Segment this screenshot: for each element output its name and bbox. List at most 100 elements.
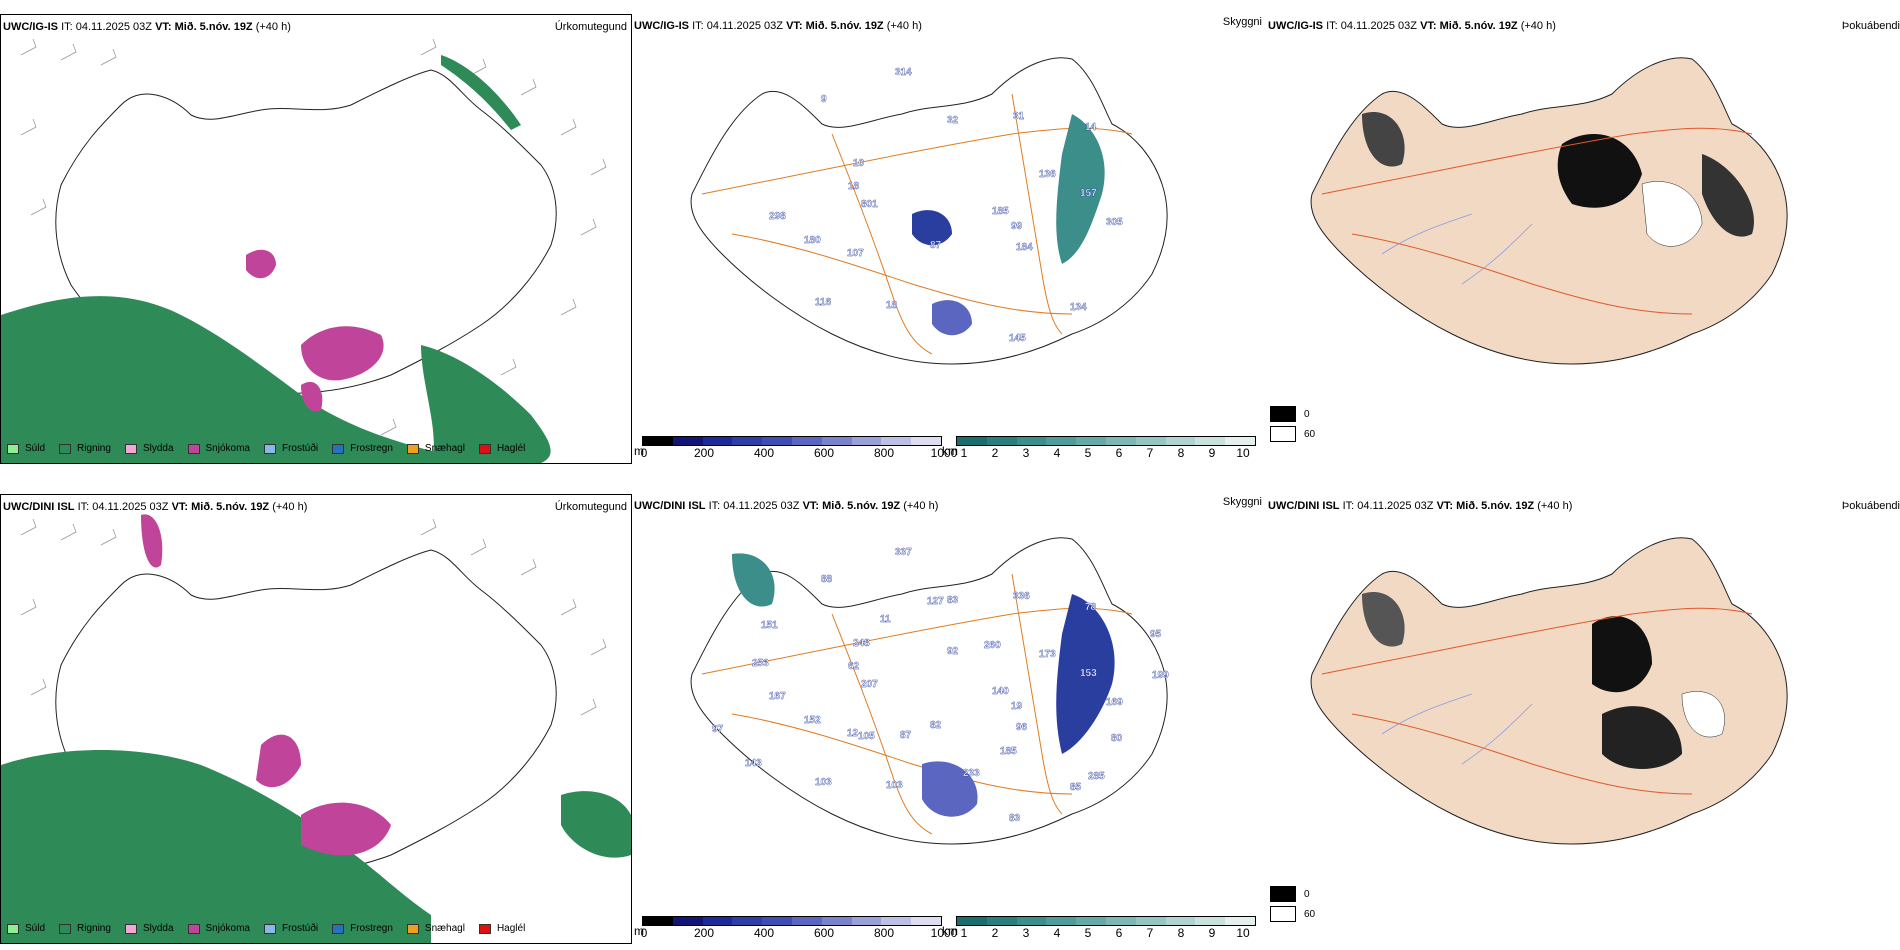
panel-title: Úrkomutegund xyxy=(554,501,627,513)
visibility-value-label: 185 xyxy=(992,206,1009,217)
visibility-value-label: 180 xyxy=(804,235,821,246)
tick-label: 9 xyxy=(1208,926,1216,940)
tick-label: 10 xyxy=(1236,446,1250,460)
legend-swatch xyxy=(263,923,276,934)
colorbar-step xyxy=(881,437,912,445)
lead-time: (+40 h) xyxy=(1537,500,1573,512)
panel-header: UWC/IG-IS IT: 04.11.2025 03Z VT: Mið. 5.… xyxy=(634,20,922,32)
vis-colorbar xyxy=(956,436,1256,446)
colorbar-step xyxy=(1076,437,1106,445)
colorbar-step xyxy=(643,917,673,925)
height-colorbar xyxy=(642,436,942,446)
valid-time: Mið. 5.nóv. 19Z xyxy=(1456,500,1535,512)
low-cloud-area xyxy=(912,210,952,246)
tick-label: 3 xyxy=(1022,446,1030,460)
valid-time: Mið. 5.nóv. 19Z xyxy=(805,20,884,32)
fog-low xyxy=(1681,691,1725,738)
tick-label: 3 xyxy=(1022,926,1030,940)
visibility-value-label: 143 xyxy=(745,758,762,769)
visibility-value-label: 83 xyxy=(947,595,959,606)
visibility-labels: 140 12 83 85 207 173 103 88 19 152 336 83 62 153 103 33… xyxy=(712,547,1170,824)
low-cloud-area xyxy=(1056,594,1115,754)
colorbar-step xyxy=(672,437,703,445)
valid-time: Mið. 5.nóv. 19Z xyxy=(174,21,253,33)
init-time: 04.11.2025 03Z xyxy=(706,20,783,32)
vis-ticks: 1 2 3 4 5 6 7 8 9 10 xyxy=(632,446,1262,460)
tick-label: 7 xyxy=(1146,926,1154,940)
iceland-coastline xyxy=(1310,537,1788,845)
legend-swatch xyxy=(332,923,345,934)
legend-item: Snæhagl xyxy=(406,923,465,934)
colorbar-step xyxy=(851,917,882,925)
panel-title: Þokuábendi xyxy=(1841,500,1900,512)
visibility-value-label: 127 xyxy=(927,596,944,607)
lead-time: (+40 h) xyxy=(886,20,922,32)
init-time-label: IT: xyxy=(708,500,721,512)
colorbar-step xyxy=(1046,437,1077,445)
tick-label: 1000 xyxy=(930,446,958,460)
colorbar-step xyxy=(762,917,792,925)
visibility-value-label: 337 xyxy=(895,547,912,558)
valid-time: Mið. 5.nóv. 19Z xyxy=(191,501,270,513)
visibility-value-label: 233 xyxy=(963,768,980,779)
snow-area-2 xyxy=(246,249,276,279)
colorbar-step xyxy=(702,437,733,445)
tick-label: 1 xyxy=(960,446,968,460)
visibility-value-label: 260 xyxy=(984,640,1001,651)
colorbar-step xyxy=(643,437,673,445)
snow-area-3 xyxy=(301,381,323,412)
tick-label: 0 xyxy=(640,446,648,460)
visibility-value-label: 336 xyxy=(1013,591,1030,602)
colorbar-step xyxy=(1016,917,1047,925)
init-time: 04.11.2025 03Z xyxy=(1340,20,1417,32)
visibility-value-label: 298 xyxy=(769,211,786,222)
legend-item: Rigning xyxy=(59,923,111,934)
precip-map xyxy=(1,514,631,943)
init-time: 04.11.2025 03Z xyxy=(75,21,152,33)
visibility-value-label: 285 xyxy=(1088,771,1105,782)
tick-label: 9 xyxy=(1208,446,1216,460)
tick-label: 4 xyxy=(1053,446,1061,460)
visibility-value-label: 92 xyxy=(947,646,959,657)
visibility-value-label: 184 xyxy=(1016,242,1033,253)
valid-time-label: VT: xyxy=(171,501,189,513)
valid-time-label: VT: xyxy=(155,21,172,33)
model-name: UWC/IG-IS xyxy=(1268,20,1323,32)
colorbar-step xyxy=(1225,917,1255,925)
snow-area-2 xyxy=(301,802,391,856)
lead-time: (+40 h) xyxy=(903,500,939,512)
visibility-value-label: 62 xyxy=(848,661,860,672)
visibility-value-label: 87 xyxy=(930,240,942,251)
colorbar-step xyxy=(911,917,941,925)
visibility-value-label: 105 xyxy=(858,731,875,742)
vis-unit: km xyxy=(942,924,958,938)
legend-swatch xyxy=(406,923,419,934)
panel-header: UWC/DINI ISL IT: 04.11.2025 03Z VT: Mið.… xyxy=(1268,500,1572,512)
fog-west xyxy=(1362,112,1405,167)
visibility-value-label: 173 xyxy=(1039,649,1056,660)
road-network xyxy=(1321,127,1753,315)
colorbar-step xyxy=(1046,917,1077,925)
model-name: UWC/DINI ISL xyxy=(1268,500,1340,512)
colorbar-step xyxy=(821,917,852,925)
iceland-coastline xyxy=(690,537,1168,845)
low-cloud-area-2 xyxy=(932,300,972,336)
valid-time-label: VT: xyxy=(1420,20,1437,32)
colorbar-step xyxy=(1135,917,1166,925)
rain-area-north xyxy=(441,55,521,130)
tick-label: 2 xyxy=(991,926,999,940)
height-colorbar xyxy=(642,916,942,926)
visibility-value-label: 157 xyxy=(1080,188,1097,199)
legend-swatch xyxy=(7,443,19,454)
panel-title: Skyggni xyxy=(1222,16,1262,28)
fog-west xyxy=(1362,592,1405,647)
tick-label: 6 xyxy=(1115,446,1123,460)
visibility-panel: UWC/DINI ISL IT: 04.11.2025 03Z VT: Mið.… xyxy=(632,494,1262,944)
legend-swatch xyxy=(59,443,72,454)
legend-item: Frostúði xyxy=(263,923,318,934)
visibility-value-label: 103 xyxy=(815,777,832,788)
visibility-panel: UWC/IG-IS IT: 04.11.2025 03Z VT: Mið. 5.… xyxy=(632,14,1262,464)
colorbar-step xyxy=(851,437,882,445)
tick-label: 800 xyxy=(873,926,895,940)
init-time: 04.11.2025 03Z xyxy=(92,501,169,513)
